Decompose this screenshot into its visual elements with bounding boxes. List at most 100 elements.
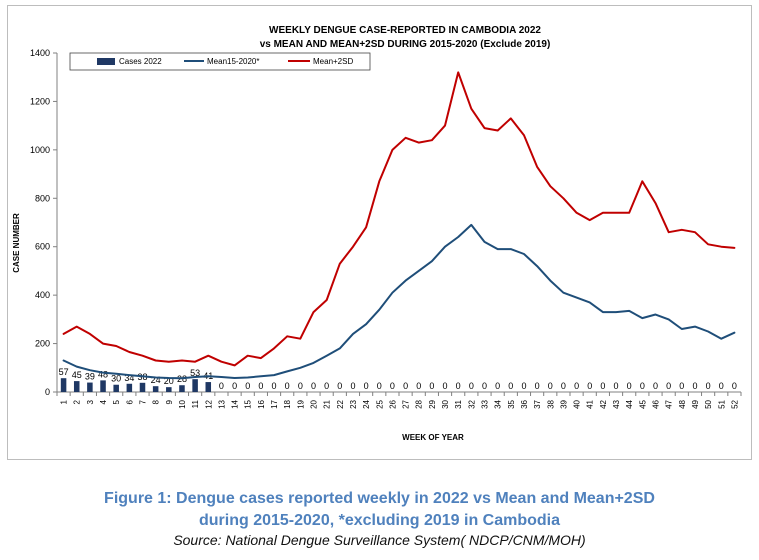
x-tick-label: 6 bbox=[125, 399, 134, 404]
x-tick-label: 30 bbox=[441, 399, 450, 408]
bar-series bbox=[60, 378, 212, 392]
x-tick-label: 18 bbox=[283, 399, 292, 408]
x-tick-label: 7 bbox=[139, 399, 148, 404]
y-tick-label: 200 bbox=[35, 339, 50, 349]
bar-data-label: 0 bbox=[245, 381, 250, 391]
bar-cases-2022 bbox=[73, 381, 80, 392]
x-tick-label: 43 bbox=[612, 399, 621, 408]
x-tick-label: 16 bbox=[257, 399, 266, 408]
y-tick-label: 600 bbox=[35, 242, 50, 252]
x-axis-label: WEEK OF YEAR bbox=[402, 433, 464, 442]
bar-data-label: 0 bbox=[350, 381, 355, 391]
bar-data-label: 0 bbox=[535, 381, 540, 391]
bar-data-label: 20 bbox=[164, 376, 174, 386]
x-tick-label: 29 bbox=[428, 399, 437, 408]
bar-data-label: 0 bbox=[258, 381, 263, 391]
legend-swatch-cases bbox=[97, 58, 115, 65]
bar-data-label: 0 bbox=[574, 381, 579, 391]
x-tick-label: 50 bbox=[704, 399, 713, 408]
y-tick-label: 800 bbox=[35, 193, 50, 203]
x-tick-label: 39 bbox=[559, 399, 568, 408]
bar-data-label: 0 bbox=[337, 381, 342, 391]
x-tick-label: 10 bbox=[178, 399, 187, 408]
bar-cases-2022 bbox=[192, 379, 198, 392]
y-axis: 0 200 400 600 800 1000 1200 1400 bbox=[30, 48, 58, 397]
x-tick-label: 36 bbox=[520, 399, 529, 408]
bar-cases-2022 bbox=[100, 380, 106, 392]
x-tick-label: 24 bbox=[362, 399, 371, 408]
bar-data-label: 0 bbox=[653, 381, 658, 391]
bar-cases-2022 bbox=[126, 383, 133, 392]
bar-data-label: 30 bbox=[111, 374, 121, 384]
bar-data-label: 0 bbox=[719, 381, 724, 391]
bar-data-label: 45 bbox=[72, 370, 82, 380]
x-tick-label: 2 bbox=[73, 399, 82, 404]
line-series bbox=[62, 71, 736, 380]
x-tick-label: 51 bbox=[717, 399, 726, 408]
line-mean-plus-2sd bbox=[62, 71, 736, 367]
line-mean-2015-2020 bbox=[62, 223, 736, 380]
x-tick-label: 20 bbox=[310, 399, 319, 408]
y-tick-label: 1400 bbox=[30, 48, 50, 58]
x-tick-label: 33 bbox=[481, 399, 490, 408]
x-tick-label: 48 bbox=[678, 399, 687, 408]
x-axis: 1 2 3 4 5 6 7 8 9 10 11 12 13 14 15 16 17 18 19 20 21 22 23 24 2… bbox=[56, 391, 742, 409]
bar-data-label: 0 bbox=[679, 381, 684, 391]
bar-data-label: 0 bbox=[732, 381, 737, 391]
x-tick-label: 11 bbox=[191, 399, 200, 408]
bar-data-label: 0 bbox=[429, 381, 434, 391]
x-tick-label: 8 bbox=[152, 399, 161, 404]
bar-data-label: 0 bbox=[272, 381, 277, 391]
bar-data-label: 0 bbox=[443, 381, 448, 391]
chart-subtitle: vs MEAN AND MEAN+2SD DURING 2015-2020 (E… bbox=[260, 39, 551, 50]
bar-data-label: 24 bbox=[151, 375, 161, 385]
bar-data-label: 0 bbox=[706, 381, 711, 391]
y-tick-label: 0 bbox=[45, 387, 50, 397]
x-tick-label: 34 bbox=[494, 399, 503, 408]
x-tick-label: 3 bbox=[86, 399, 95, 404]
bar-data-label: 0 bbox=[377, 381, 382, 391]
bar-data-label: 48 bbox=[98, 369, 108, 379]
bar-data-label: 0 bbox=[285, 381, 290, 391]
bar-data-label: 0 bbox=[614, 381, 619, 391]
x-tick-label: 41 bbox=[586, 399, 595, 408]
x-tick-label: 12 bbox=[204, 399, 213, 408]
x-tick-label: 21 bbox=[323, 399, 332, 408]
x-tick-label: 19 bbox=[296, 399, 305, 408]
x-tick-label: 22 bbox=[336, 399, 345, 408]
bar-data-label: 39 bbox=[85, 372, 95, 382]
y-tick-label: 1000 bbox=[30, 145, 50, 155]
x-tick-label: 4 bbox=[99, 399, 108, 404]
x-tick-label: 26 bbox=[388, 399, 397, 408]
bar-data-label: 0 bbox=[324, 381, 329, 391]
bar-cases-2022 bbox=[87, 382, 93, 392]
x-tick-label: 47 bbox=[665, 399, 674, 408]
x-tick-label: 35 bbox=[507, 399, 516, 408]
x-tick-label: 9 bbox=[165, 399, 174, 404]
x-tick-label: 44 bbox=[625, 399, 634, 408]
bar-data-label: 0 bbox=[548, 381, 553, 391]
x-tick-label: 28 bbox=[415, 399, 424, 408]
bar-data-label: 0 bbox=[403, 381, 408, 391]
bar-data-label: 0 bbox=[390, 381, 395, 391]
x-tick-label: 49 bbox=[691, 399, 700, 408]
bar-cases-2022 bbox=[113, 384, 119, 392]
x-tick-label: 45 bbox=[638, 399, 647, 408]
bar-data-label: 0 bbox=[561, 381, 566, 391]
x-tick-label: 23 bbox=[349, 399, 358, 408]
bar-cases-2022 bbox=[139, 382, 146, 392]
x-tick-label: 31 bbox=[454, 399, 463, 408]
legend-box bbox=[69, 52, 371, 71]
x-tick-label: 37 bbox=[533, 399, 542, 408]
x-tick-label: 52 bbox=[730, 399, 739, 408]
y-tick-label: 1200 bbox=[30, 96, 50, 106]
bar-data-label: 0 bbox=[521, 381, 526, 391]
bar-cases-2022 bbox=[179, 385, 185, 392]
x-tick-label: 46 bbox=[652, 399, 661, 408]
chart-title: WEEKLY DENGUE CASE-REPORTED IN CAMBODIA … bbox=[269, 25, 541, 36]
bar-data-label: 28 bbox=[177, 374, 187, 384]
dengue-chart: WEEKLY DENGUE CASE-REPORTED IN CAMBODIA … bbox=[12, 25, 742, 442]
bar-data-label: 0 bbox=[495, 381, 500, 391]
bar-data-label: 0 bbox=[311, 381, 316, 391]
